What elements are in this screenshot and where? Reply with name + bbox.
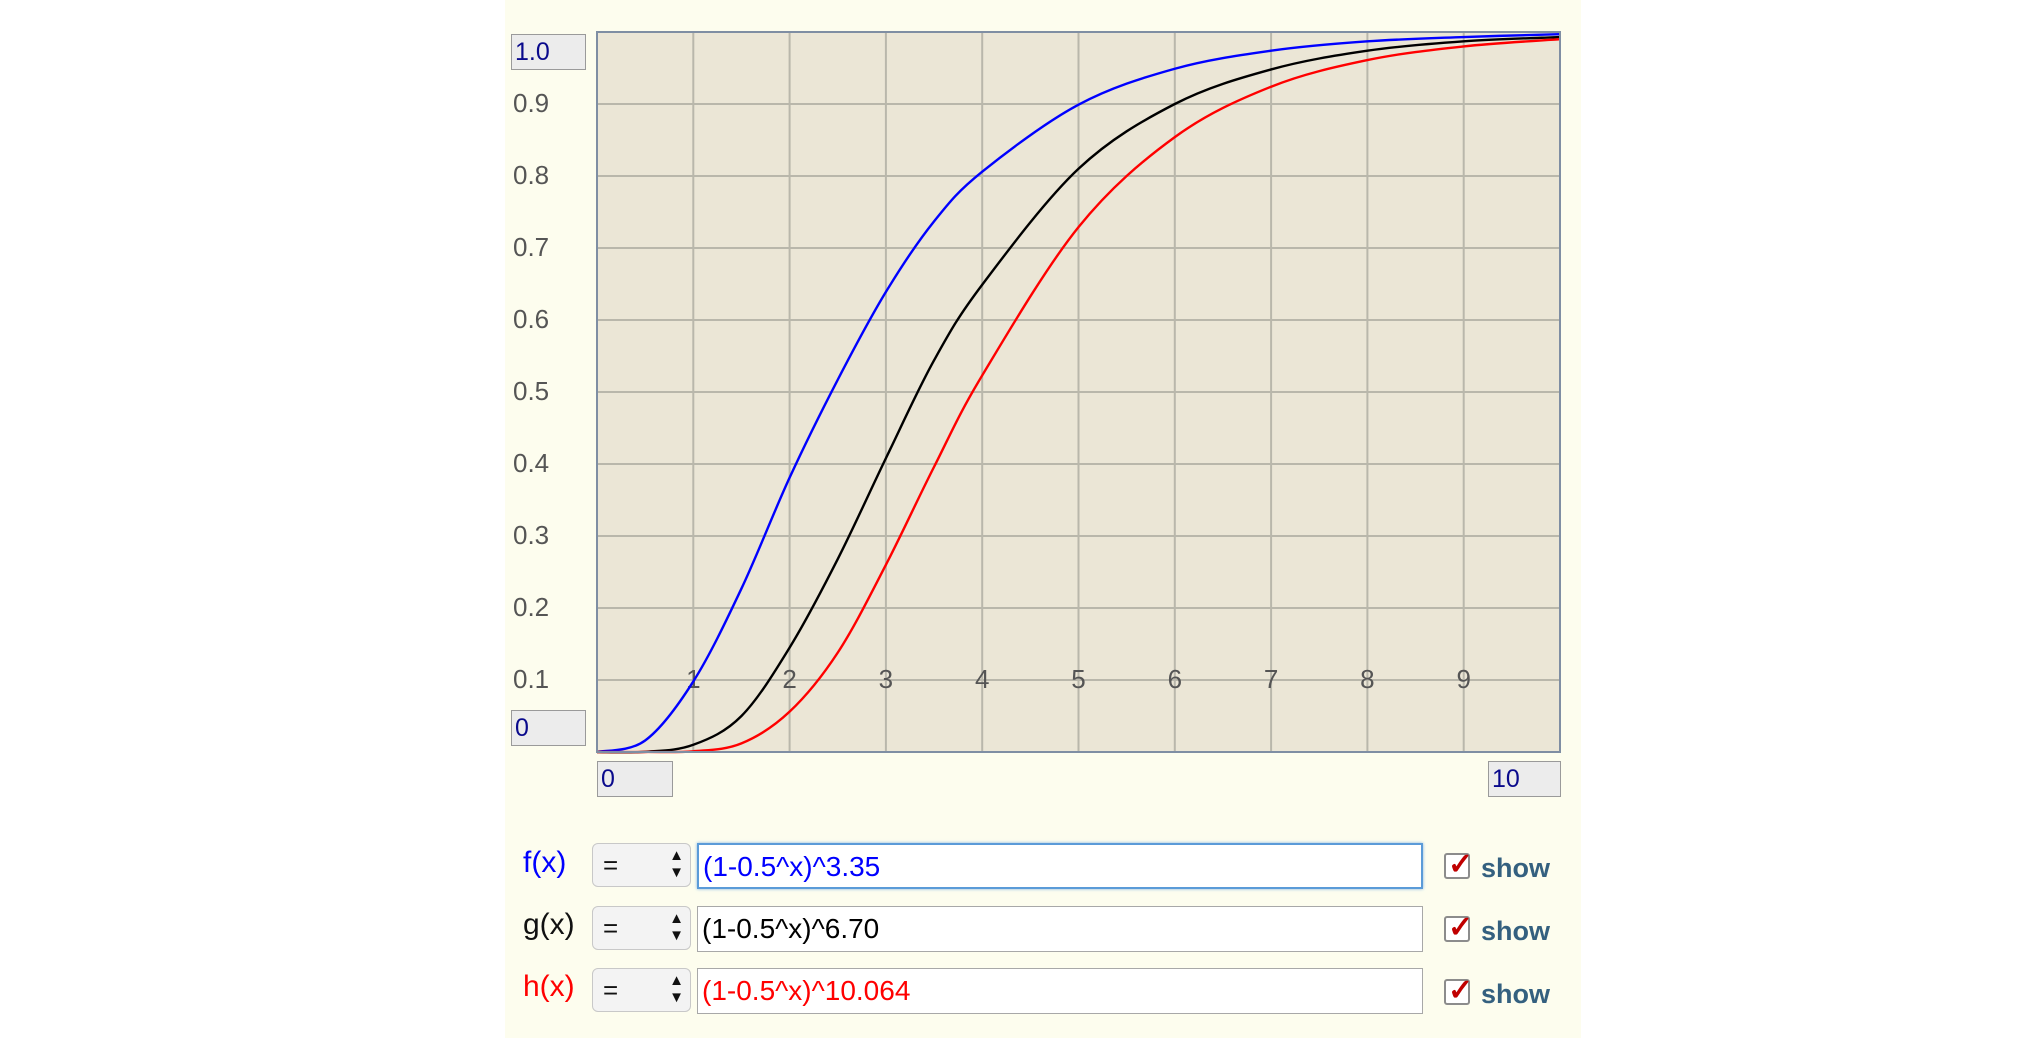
- x-tick-label: 4: [975, 664, 989, 694]
- function-curves: [596, 32, 1561, 754]
- h-label: h(x): [523, 970, 575, 1003]
- y-max-input[interactable]: 1.0: [511, 34, 586, 70]
- x-tick-label: 3: [879, 664, 893, 694]
- x-min-input[interactable]: 0: [597, 761, 673, 797]
- y-tick-label: 0.2: [513, 592, 549, 622]
- select-arrows-icon: ▲ ▼: [669, 847, 684, 881]
- select-arrows-icon: ▲ ▼: [669, 910, 684, 944]
- h-show-checkbox[interactable]: ✓: [1444, 974, 1473, 1007]
- h-show-label: show: [1481, 979, 1551, 1009]
- h-operator-value: =: [603, 975, 619, 1005]
- f-curve: [596, 32, 1561, 754]
- f-label: f(x): [523, 846, 567, 879]
- y-tick-label: 0.1: [513, 664, 549, 694]
- f-operator-value: =: [603, 850, 619, 880]
- g-label: g(x): [523, 908, 575, 941]
- f-show-checkbox[interactable]: ✓: [1444, 848, 1473, 881]
- g-curve: [596, 35, 1561, 754]
- y-tick-label: 0.5: [513, 376, 549, 406]
- g-expression-input[interactable]: (1-0.5^x)^6.70: [697, 906, 1423, 952]
- checkmark-icon: ✓: [1448, 911, 1474, 944]
- x-tick-label: 6: [1168, 664, 1182, 694]
- h-curve: [596, 38, 1561, 754]
- checkmark-icon: ✓: [1448, 848, 1474, 881]
- y-min-input[interactable]: 0: [511, 710, 586, 746]
- y-tick-label: 0.6: [513, 304, 549, 334]
- g-operator-select[interactable]: = ▲ ▼: [592, 906, 691, 950]
- y-tick-label: 0.3: [513, 520, 549, 550]
- x-tick-label: 8: [1360, 664, 1374, 694]
- select-arrows-icon: ▲ ▼: [669, 972, 684, 1006]
- f-show-label: show: [1481, 853, 1551, 883]
- y-tick-label: 0.4: [513, 448, 549, 478]
- plot-border: [596, 31, 1561, 753]
- g-show-label: show: [1481, 916, 1551, 946]
- f-operator-select[interactable]: = ▲ ▼: [592, 843, 691, 887]
- f-expression-input[interactable]: (1-0.5^x)^3.35: [697, 843, 1423, 889]
- x-tick-label: 5: [1071, 664, 1085, 694]
- g-show-checkbox[interactable]: ✓: [1444, 911, 1473, 944]
- checkmark-icon: ✓: [1448, 974, 1474, 1007]
- g-operator-value: =: [603, 913, 619, 943]
- y-tick-label: 0.8: [513, 160, 549, 190]
- h-expression-input[interactable]: (1-0.5^x)^10.064: [697, 968, 1423, 1014]
- x-tick-label: 7: [1264, 664, 1278, 694]
- x-tick-label: 2: [782, 664, 796, 694]
- y-tick-labels: 0.9 0.8 0.7 0.6 0.5 0.4 0.3 0.2 0.1: [513, 88, 549, 694]
- x-tick-label: 9: [1456, 664, 1470, 694]
- h-operator-select[interactable]: = ▲ ▼: [592, 968, 691, 1012]
- y-tick-label: 0.7: [513, 232, 549, 262]
- x-max-input[interactable]: 10: [1488, 761, 1561, 797]
- y-tick-label: 0.9: [513, 88, 549, 118]
